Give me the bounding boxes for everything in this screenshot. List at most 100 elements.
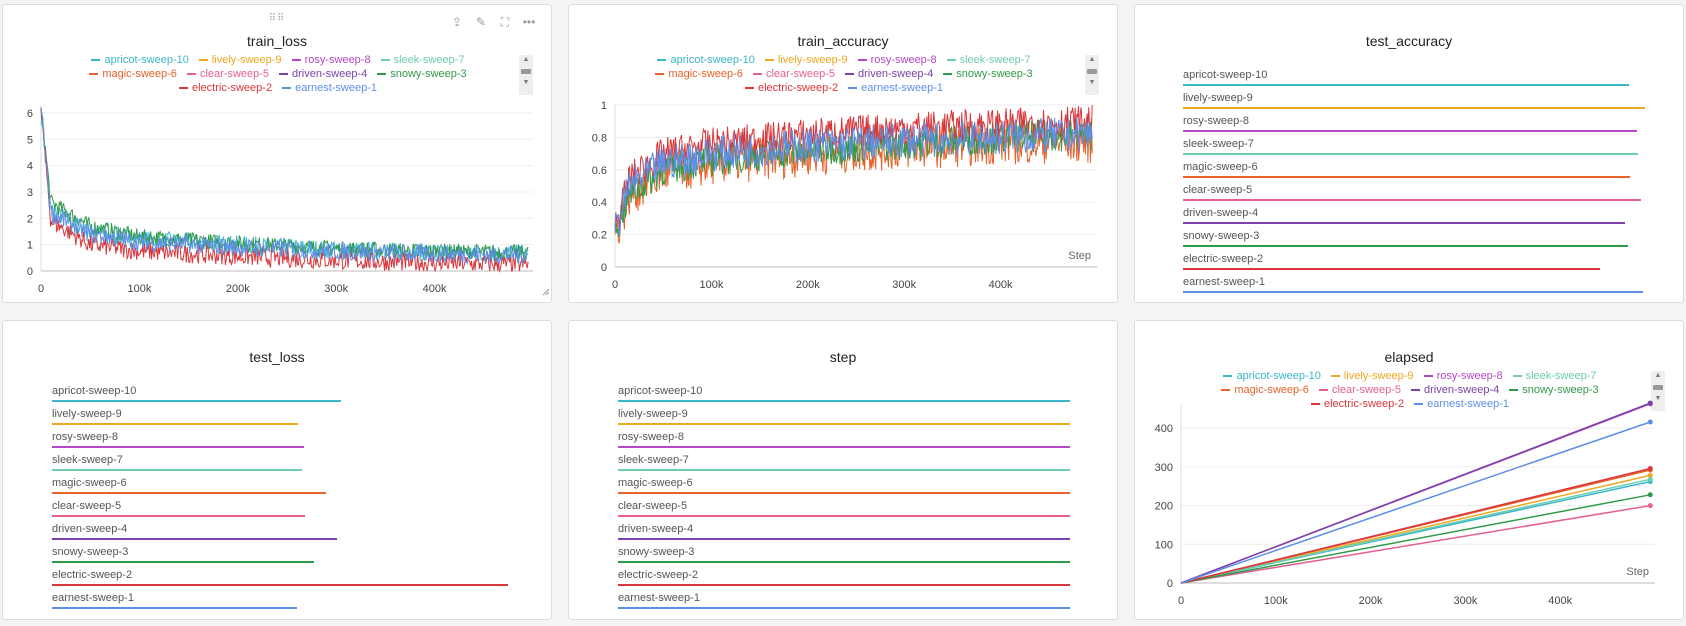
bar-row[interactable]: sleek-sweep-7: [618, 452, 1070, 475]
legend-item[interactable]: lively-sweep-9: [1330, 369, 1414, 383]
edit-icon[interactable]: ✎: [475, 15, 487, 29]
x-tick-label: 200k: [226, 283, 250, 295]
bar-label: clear-sweep-5: [1183, 184, 1253, 196]
legend-swatch: [764, 59, 774, 62]
bar-row[interactable]: earnest-sweep-1: [52, 590, 508, 613]
bar-row[interactable]: electric-sweep-2: [618, 567, 1070, 590]
bar-row[interactable]: clear-sweep-5: [52, 498, 508, 521]
legend-label: earnest-sweep-1: [1427, 398, 1510, 410]
y-tick-label: 4: [27, 161, 33, 173]
bar-label: clear-sweep-5: [52, 500, 122, 512]
legend-item[interactable]: apricot-sweep-10: [657, 53, 755, 67]
drag-handle-icon[interactable]: ⠿⠿: [268, 13, 286, 24]
test-accuracy-panel[interactable]: test_accuracy apricot-sweep-10 lively-swe…: [1134, 4, 1684, 303]
legend-item[interactable]: sleek-sweep-7: [380, 53, 465, 67]
series-line: [1180, 478, 1651, 584]
legend-item[interactable]: driven-sweep-4: [845, 67, 933, 81]
bar-row[interactable]: lively-sweep-9: [618, 406, 1070, 429]
legend-item[interactable]: rosy-sweep-8: [291, 53, 371, 67]
legend-scrollbar[interactable]: ▲ ▼: [519, 55, 533, 95]
train-loss-panel[interactable]: ⠿⠿ ⇪ ✎ ⛶ ••• train_loss apricot-sweep-10 liv…: [2, 4, 552, 303]
bar: [1183, 222, 1626, 224]
legend-item[interactable]: clear-sweep-5: [1318, 383, 1402, 397]
y-tick-label: 1: [601, 100, 607, 112]
legend-item[interactable]: clear-sweep-5: [186, 67, 269, 81]
bar-row[interactable]: clear-sweep-5: [618, 498, 1070, 521]
bar-row[interactable]: electric-sweep-2: [52, 567, 508, 590]
legend-item[interactable]: electric-sweep-2: [744, 81, 838, 95]
bar-row[interactable]: magic-sweep-6: [618, 475, 1070, 498]
legend-item[interactable]: rosy-sweep-8: [857, 53, 937, 67]
chart-title: train_accuracy: [797, 33, 889, 49]
legend-item[interactable]: magic-sweep-6: [89, 67, 177, 81]
legend-item[interactable]: sleek-sweep-7: [1512, 369, 1597, 383]
legend-item[interactable]: driven-sweep-4: [1411, 383, 1499, 397]
legend-item[interactable]: snowy-sweep-3: [377, 67, 467, 81]
bar-row[interactable]: apricot-sweep-10: [52, 383, 508, 406]
bar-row[interactable]: lively-sweep-9: [52, 406, 508, 429]
bar-row[interactable]: apricot-sweep-10: [618, 383, 1070, 406]
y-tick-label: 100: [1155, 539, 1173, 551]
legend-swatch: [1509, 389, 1519, 392]
legend-scrollbar[interactable]: ▲ ▼: [1085, 55, 1099, 95]
legend-item[interactable]: magic-sweep-6: [1221, 383, 1309, 397]
bar-row[interactable]: snowy-sweep-3: [52, 544, 508, 567]
chart-title: elapsed: [1384, 349, 1434, 365]
legend-item[interactable]: clear-sweep-5: [752, 67, 835, 81]
bar-row[interactable]: earnest-sweep-1: [1183, 274, 1645, 297]
share-icon[interactable]: ⇪: [451, 15, 463, 29]
step-panel[interactable]: step apricot-sweep-10 lively-sweep-9 rosy-…: [568, 320, 1118, 620]
test-loss-panel[interactable]: test_loss apricot-sweep-10 lively-sweep-9…: [2, 320, 552, 620]
legend-item[interactable]: magic-sweep-6: [655, 67, 743, 81]
legend-item[interactable]: apricot-sweep-10: [1223, 369, 1321, 383]
more-icon[interactable]: •••: [522, 15, 536, 29]
legend-item[interactable]: apricot-sweep-10: [91, 53, 189, 67]
bar-row[interactable]: driven-sweep-4: [52, 521, 508, 544]
bar-row[interactable]: magic-sweep-6: [1183, 159, 1645, 182]
bar-row[interactable]: sleek-sweep-7: [1183, 136, 1645, 159]
chart-legend: apricot-sweep-10 lively-sweep-9 rosy-sweep…: [619, 53, 1069, 95]
legend-item[interactable]: electric-sweep-2: [178, 81, 272, 95]
legend-item[interactable]: lively-sweep-9: [198, 53, 282, 67]
legend-item[interactable]: earnest-sweep-1: [1414, 397, 1509, 411]
bar-row[interactable]: magic-sweep-6: [52, 475, 508, 498]
train-accuracy-panel[interactable]: train_accuracy apricot-sweep-10 lively-sw…: [568, 4, 1118, 303]
elapsed-panel[interactable]: elapsed apricot-sweep-10 lively-sweep-9 ro…: [1134, 320, 1684, 620]
bar-row[interactable]: sleek-sweep-7: [52, 452, 508, 475]
fullscreen-icon[interactable]: ⛶: [500, 15, 510, 29]
legend-item[interactable]: electric-sweep-2: [1310, 397, 1404, 411]
bar-row[interactable]: rosy-sweep-8: [1183, 113, 1645, 136]
bar-row[interactable]: earnest-sweep-1: [618, 590, 1070, 613]
x-tick-label: 0: [612, 279, 618, 291]
legend-item[interactable]: earnest-sweep-1: [848, 81, 943, 95]
legend-swatch: [291, 59, 301, 62]
legend-item[interactable]: rosy-sweep-8: [1423, 369, 1503, 383]
bar-row[interactable]: electric-sweep-2: [1183, 251, 1645, 274]
bar-row[interactable]: clear-sweep-5: [1183, 182, 1645, 205]
bar-row[interactable]: lively-sweep-9: [1183, 90, 1645, 113]
legend-swatch: [178, 87, 188, 90]
x-tick-label: 100k: [699, 279, 723, 291]
bar-row[interactable]: snowy-sweep-3: [1183, 228, 1645, 251]
x-tick-label: 300k: [892, 279, 916, 291]
bar-row[interactable]: snowy-sweep-3: [618, 544, 1070, 567]
legend-swatch: [657, 59, 667, 62]
bar-label: earnest-sweep-1: [618, 592, 700, 604]
legend-label: clear-sweep-5: [1331, 384, 1402, 396]
bar-row[interactable]: apricot-sweep-10: [1183, 67, 1645, 90]
bar-row[interactable]: driven-sweep-4: [618, 521, 1070, 544]
bar-row[interactable]: driven-sweep-4: [1183, 205, 1645, 228]
legend-item[interactable]: snowy-sweep-3: [943, 67, 1033, 81]
bar-row[interactable]: rosy-sweep-8: [618, 429, 1070, 452]
resize-handle-icon: [542, 288, 550, 296]
series-endpoint: [1647, 492, 1653, 498]
legend-item[interactable]: driven-sweep-4: [279, 67, 367, 81]
legend-item[interactable]: lively-sweep-9: [764, 53, 848, 67]
legend-scrollbar[interactable]: ▲ ▼: [1651, 371, 1665, 411]
legend-item[interactable]: earnest-sweep-1: [282, 81, 377, 95]
bar-label: magic-sweep-6: [1183, 161, 1258, 173]
legend-item[interactable]: sleek-sweep-7: [946, 53, 1031, 67]
bar-label: driven-sweep-4: [1183, 207, 1259, 219]
legend-item[interactable]: snowy-sweep-3: [1509, 383, 1599, 397]
bar-row[interactable]: rosy-sweep-8: [52, 429, 508, 452]
